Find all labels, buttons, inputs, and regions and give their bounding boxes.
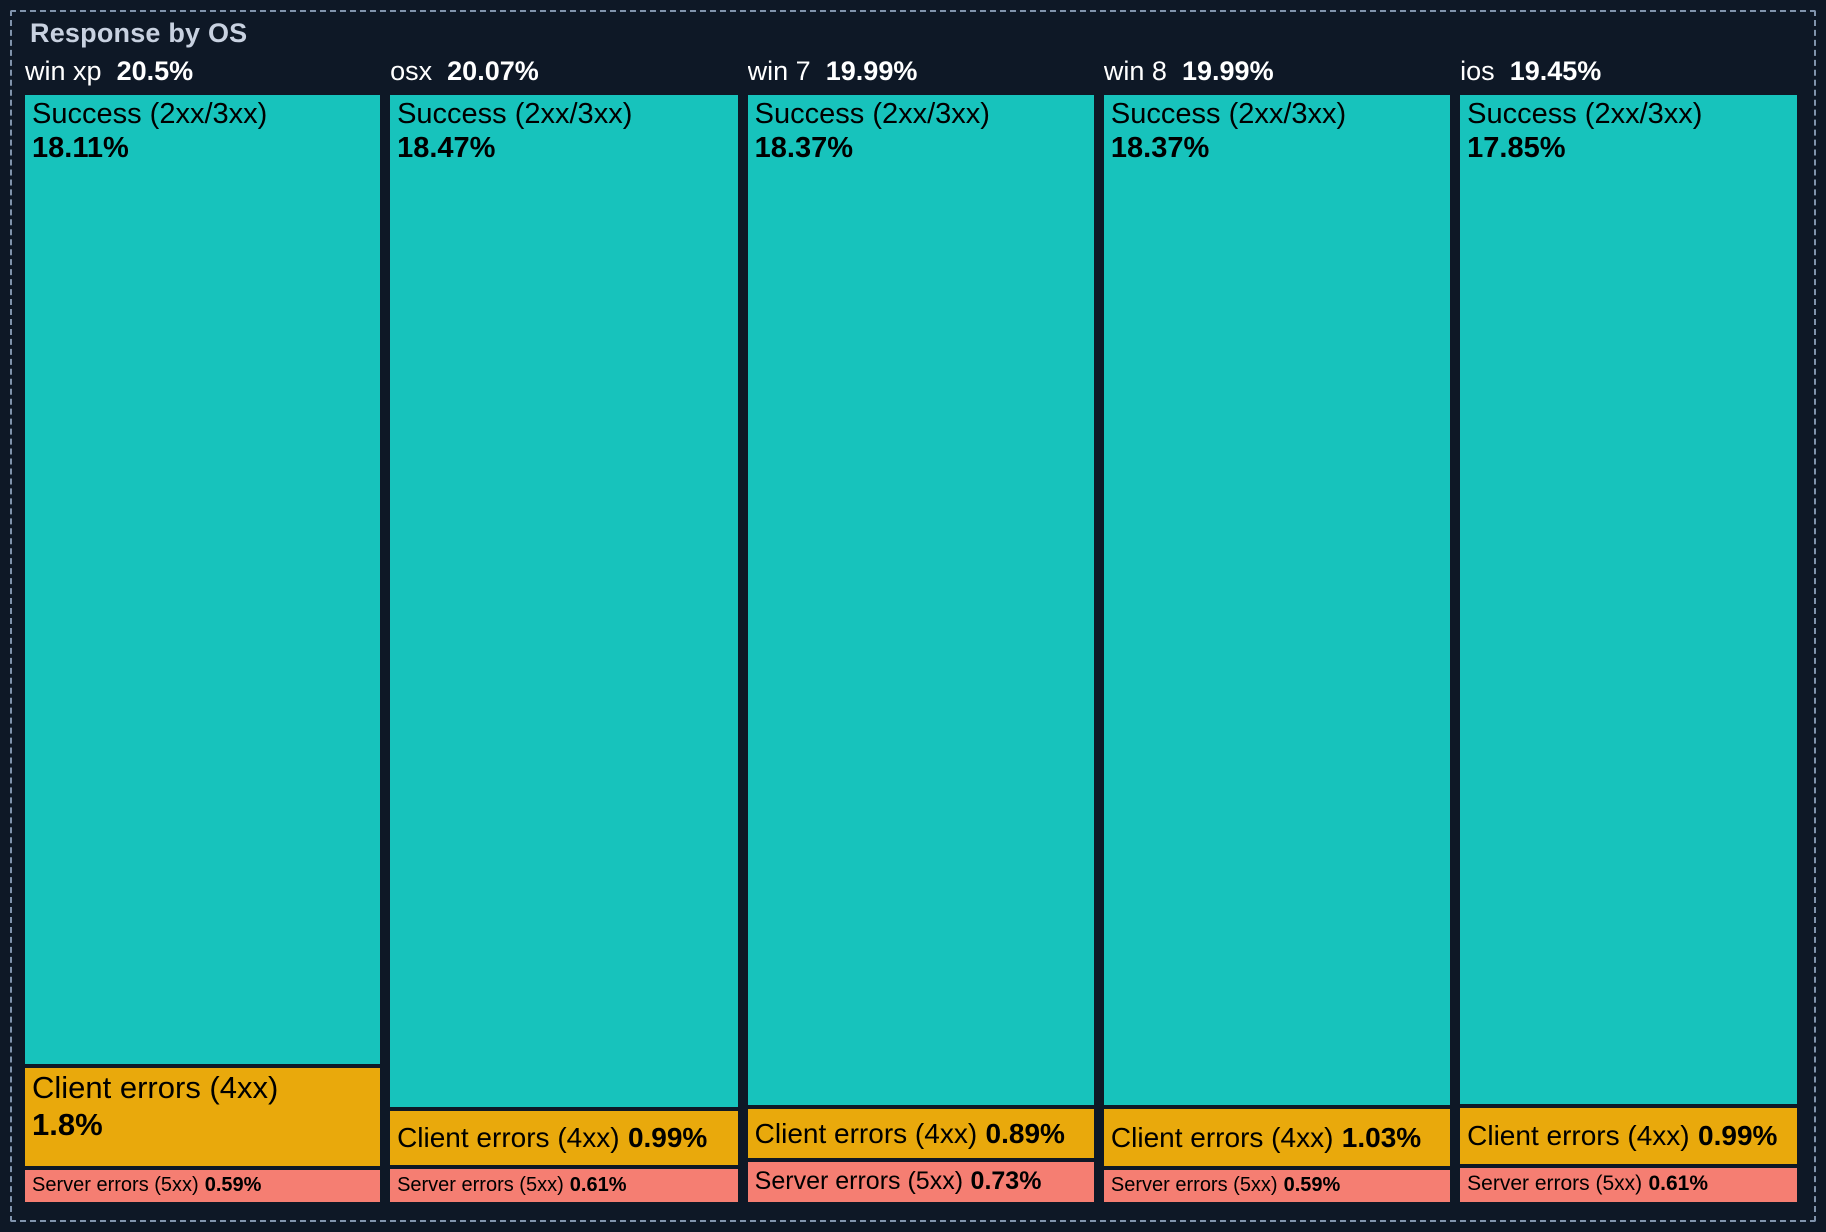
treemap-column-body: Success (2xx/3xx) 18.37% Client errors (… (747, 95, 1094, 1202)
treemap-segment-server_errors[interactable]: Server errors (5xx) 0.61% (390, 1168, 738, 1202)
segment-label: Success (2xx/3xx) (397, 98, 633, 130)
treemap-segment-server_errors[interactable]: Server errors (5xx) 0.59% (25, 1170, 381, 1202)
segment-value: 1.03% (1341, 1121, 1422, 1153)
segment-value: 0.61% (569, 1173, 627, 1196)
segment-label: Client errors (4xx) (1467, 1120, 1690, 1152)
segment-value: 0.89% (985, 1118, 1065, 1149)
os-total-value: 20.5% (116, 56, 194, 86)
segment-value: 18.47% (397, 132, 496, 165)
treemap-segment-server_errors[interactable]: Server errors (5xx) 0.73% (747, 1161, 1094, 1202)
os-name-label: ios (1460, 56, 1495, 86)
segment-value: 1.8% (32, 1106, 103, 1142)
treemap-column-osx: osx 20.07% Success (2xx/3xx) 18.47% Clie… (390, 55, 738, 1202)
segment-value: 18.37% (754, 132, 854, 165)
treemap-column-body: Success (2xx/3xx) 18.37% Client errors (… (1103, 95, 1451, 1202)
os-name-label: osx (390, 56, 433, 86)
treemap-column-body: Success (2xx/3xx) 18.11% Client errors (… (25, 95, 381, 1202)
treemap-column-win-xp: win xp 20.5% Success (2xx/3xx) 18.11% Cl… (25, 55, 381, 1202)
segment-label: Success (2xx/3xx) (754, 98, 990, 130)
segment-label: Server errors (5xx) (1467, 1172, 1643, 1196)
treemap-segment-success[interactable]: Success (2xx/3xx) 18.37% (1103, 95, 1451, 1106)
segment-label: Client errors (4xx) (754, 1118, 978, 1149)
os-total-value: 19.45% (1509, 56, 1602, 86)
treemap-chart: win xp 20.5% Success (2xx/3xx) 18.11% Cl… (25, 55, 1798, 1203)
segment-label: Client errors (4xx) (397, 1122, 620, 1154)
treemap-segment-client_errors[interactable]: Client errors (4xx) 0.99% (390, 1110, 738, 1165)
treemap-segment-client_errors[interactable]: Client errors (4xx) 1.8% (25, 1068, 381, 1167)
segment-label: Server errors (5xx) (1110, 1174, 1278, 1197)
treemap-segment-client_errors[interactable]: Client errors (4xx) 1.03% (1103, 1109, 1451, 1166)
os-total-value: 19.99% (1182, 56, 1274, 86)
segment-label: Success (2xx/3xx) (32, 98, 268, 130)
segment-label: Server errors (5xx) (397, 1173, 564, 1196)
treemap-segment-client_errors[interactable]: Client errors (4xx) 0.89% (747, 1109, 1094, 1158)
segment-label: Client errors (4xx) (32, 1070, 279, 1106)
treemap-segment-success[interactable]: Success (2xx/3xx) 18.47% (390, 95, 738, 1107)
treemap-column-header: win 7 19.99% (748, 55, 1094, 88)
segment-value: 18.11% (32, 132, 129, 165)
segment-value: 0.61% (1648, 1172, 1709, 1196)
segment-label: Server errors (5xx) (32, 1174, 199, 1197)
segment-value: 0.59% (204, 1174, 262, 1197)
treemap-column-header: win xp 20.5% (25, 55, 380, 88)
treemap-column-win-7: win 7 19.99% Success (2xx/3xx) 18.37% Cl… (747, 55, 1094, 1202)
segment-value: 18.37% (1110, 132, 1210, 165)
segment-value: 0.59% (1283, 1174, 1341, 1197)
segment-label: Server errors (5xx) (754, 1167, 964, 1196)
treemap-column-header: osx 20.07% (390, 55, 738, 88)
treemap-segment-success[interactable]: Success (2xx/3xx) 17.85% (1460, 95, 1798, 1104)
treemap-column-body: Success (2xx/3xx) 17.85% Client errors (… (1460, 95, 1798, 1203)
segment-label: Success (2xx/3xx) (1467, 98, 1703, 130)
segment-label: Success (2xx/3xx) (1110, 98, 1347, 130)
segment-value: 0.73% (970, 1167, 1042, 1196)
panel-title: Response by OS (30, 18, 248, 48)
response-by-os-panel: Response by OS win xp 20.5% Success (2xx… (10, 10, 1816, 1222)
treemap-column-header: ios 19.45% (1460, 55, 1797, 88)
os-total-value: 20.07% (447, 56, 539, 86)
treemap-column-header: win 8 19.99% (1104, 55, 1450, 88)
treemap-segment-success[interactable]: Success (2xx/3xx) 18.11% (25, 95, 381, 1065)
treemap-segment-success[interactable]: Success (2xx/3xx) 18.37% (747, 95, 1094, 1106)
segment-value: 17.85% (1467, 132, 1566, 165)
treemap-segment-server_errors[interactable]: Server errors (5xx) 0.59% (1103, 1169, 1451, 1202)
segment-label: Client errors (4xx) (1110, 1121, 1334, 1153)
os-name-label: win xp (25, 56, 102, 86)
os-name-label: win 7 (747, 56, 811, 86)
treemap-column-ios: ios 19.45% Success (2xx/3xx) 17.85% Clie… (1460, 55, 1798, 1203)
segment-value: 0.99% (627, 1122, 708, 1154)
os-name-label: win 8 (1103, 56, 1167, 86)
os-total-value: 19.99% (825, 56, 918, 86)
segment-value: 0.99% (1698, 1120, 1778, 1152)
treemap-segment-client_errors[interactable]: Client errors (4xx) 0.99% (1460, 1107, 1798, 1164)
treemap-segment-server_errors[interactable]: Server errors (5xx) 0.61% (1460, 1167, 1798, 1203)
treemap-column-win-8: win 8 19.99% Success (2xx/3xx) 18.37% Cl… (1103, 55, 1451, 1202)
treemap-column-body: Success (2xx/3xx) 18.47% Client errors (… (390, 95, 738, 1202)
